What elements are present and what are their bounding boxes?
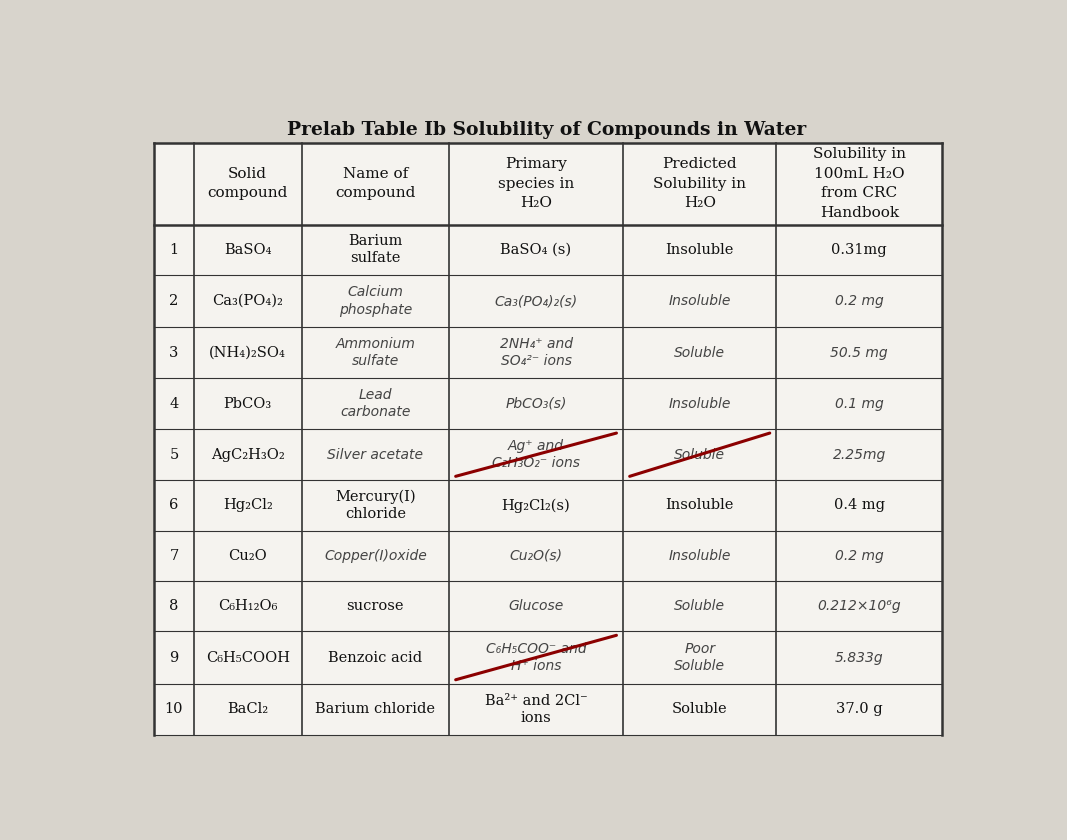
Text: Soluble: Soluble <box>674 599 726 613</box>
Text: Lead
carbonate: Lead carbonate <box>340 388 411 419</box>
Text: Ca₃(PO₄)₂(s): Ca₃(PO₄)₂(s) <box>494 294 577 308</box>
Text: BaSO₄ (s): BaSO₄ (s) <box>500 243 572 257</box>
Text: 0.1 mg: 0.1 mg <box>834 396 883 411</box>
Text: sucrose: sucrose <box>347 599 404 613</box>
Text: (NH₄)₂SO₄: (NH₄)₂SO₄ <box>209 346 286 360</box>
Text: Calcium
phosphate: Calcium phosphate <box>338 286 412 317</box>
Text: 0.2 mg: 0.2 mg <box>834 549 883 563</box>
Text: 3: 3 <box>170 346 178 360</box>
FancyBboxPatch shape <box>154 143 942 735</box>
Text: C₆H₅COO⁻ and
H⁺ ions: C₆H₅COO⁻ and H⁺ ions <box>485 642 587 673</box>
Text: 0.2 mg: 0.2 mg <box>834 294 883 308</box>
Text: 0.212×10⁶g: 0.212×10⁶g <box>817 599 901 613</box>
Text: Ba²⁺ and 2Cl⁻
ions: Ba²⁺ and 2Cl⁻ ions <box>484 694 588 725</box>
Text: 1: 1 <box>170 243 178 257</box>
Text: Copper(I)oxide: Copper(I)oxide <box>324 549 427 563</box>
Text: Prelab Table Ib Solubility of Compounds in Water: Prelab Table Ib Solubility of Compounds … <box>287 122 807 139</box>
Text: Insoluble: Insoluble <box>669 294 731 308</box>
Text: 4: 4 <box>170 396 178 411</box>
Text: 0.31mg: 0.31mg <box>831 243 887 257</box>
Text: Cu₂O(s): Cu₂O(s) <box>510 549 562 563</box>
Text: 9: 9 <box>170 650 178 664</box>
Text: Insoluble: Insoluble <box>666 498 734 512</box>
Text: C₆H₅COOH: C₆H₅COOH <box>206 650 289 664</box>
Text: 5: 5 <box>170 448 178 462</box>
Text: Insoluble: Insoluble <box>669 396 731 411</box>
Text: 50.5 mg: 50.5 mg <box>830 346 888 360</box>
Text: Ammonium
sulfate: Ammonium sulfate <box>335 337 415 368</box>
Text: Ag⁺ and
C₂H₃O₂⁻ ions: Ag⁺ and C₂H₃O₂⁻ ions <box>492 439 580 470</box>
Text: BaSO₄: BaSO₄ <box>224 243 271 257</box>
Text: Predicted
Solubility in
H₂O: Predicted Solubility in H₂O <box>653 157 746 210</box>
Text: Benzoic acid: Benzoic acid <box>329 650 423 664</box>
Text: PbCO₃: PbCO₃ <box>224 396 272 411</box>
Text: 0.4 mg: 0.4 mg <box>833 498 885 512</box>
Text: 2: 2 <box>170 294 178 308</box>
Text: 7: 7 <box>170 549 178 563</box>
Text: C₆H₁₂O₆: C₆H₁₂O₆ <box>218 599 277 613</box>
Text: BaCl₂: BaCl₂ <box>227 702 268 717</box>
Text: AgC₂H₃O₂: AgC₂H₃O₂ <box>211 448 285 462</box>
Text: Solid
compound: Solid compound <box>207 167 288 201</box>
Text: 5.833g: 5.833g <box>835 650 883 664</box>
Text: Hg₂Cl₂(s): Hg₂Cl₂(s) <box>501 498 571 512</box>
Text: Hg₂Cl₂: Hg₂Cl₂ <box>223 498 272 512</box>
Text: Soluble: Soluble <box>674 448 726 462</box>
Text: 2.25mg: 2.25mg <box>832 448 886 462</box>
Text: 37.0 g: 37.0 g <box>835 702 882 717</box>
Text: Ca₃(PO₄)₂: Ca₃(PO₄)₂ <box>212 294 283 308</box>
Text: Name of
compound: Name of compound <box>335 167 415 201</box>
Text: Primary
species in
H₂O: Primary species in H₂O <box>498 157 574 210</box>
Text: Silver acetate: Silver acetate <box>328 448 424 462</box>
Text: Mercury(I)
chloride: Mercury(I) chloride <box>335 490 416 522</box>
Text: Glucose: Glucose <box>509 599 563 613</box>
Text: 6: 6 <box>170 498 178 512</box>
Text: Barium
sulfate: Barium sulfate <box>348 234 402 265</box>
Text: Soluble: Soluble <box>672 702 728 717</box>
Text: 10: 10 <box>164 702 184 717</box>
Text: 8: 8 <box>170 599 178 613</box>
Text: Soluble: Soluble <box>674 346 726 360</box>
Text: Solubility in
100mL H₂O
from CRC
Handbook: Solubility in 100mL H₂O from CRC Handboo… <box>813 148 906 220</box>
Text: Cu₂O: Cu₂O <box>228 549 267 563</box>
Text: Insoluble: Insoluble <box>669 549 731 563</box>
Text: PbCO₃(s): PbCO₃(s) <box>506 396 567 411</box>
Text: Poor
Soluble: Poor Soluble <box>674 642 726 673</box>
Text: Insoluble: Insoluble <box>666 243 734 257</box>
Text: 2NH₄⁺ and
SO₄²⁻ ions: 2NH₄⁺ and SO₄²⁻ ions <box>499 337 573 368</box>
Text: Barium chloride: Barium chloride <box>316 702 435 717</box>
